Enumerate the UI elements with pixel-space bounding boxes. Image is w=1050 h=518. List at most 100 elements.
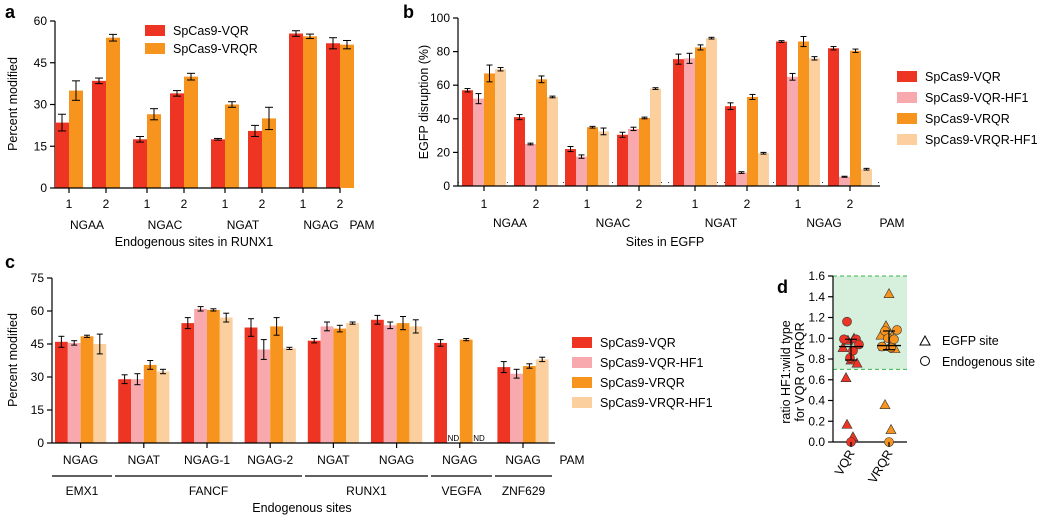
- bar: [55, 122, 69, 188]
- pam-label: NGAG: [505, 453, 540, 467]
- bar: [565, 149, 576, 186]
- x-axis-label: Sites in EGFP: [626, 235, 705, 249]
- legend-1-swatch: [572, 357, 592, 368]
- triangle-point: [841, 418, 853, 429]
- y-tick-label: 45: [34, 56, 48, 70]
- bar: [535, 359, 549, 443]
- bar: [650, 88, 661, 186]
- y-tick-label: 80: [437, 45, 451, 59]
- legend-2-label: SpCas9-VRQR: [925, 112, 1010, 126]
- triangle-point: [879, 399, 891, 409]
- legend-3-label: SpCas9-VRQR-HF1: [925, 133, 1038, 147]
- pam-group-label: NGAA: [493, 216, 527, 230]
- bar: [371, 319, 384, 443]
- legend-3-swatch: [897, 134, 917, 145]
- site-label: 2: [259, 197, 266, 211]
- bar: [639, 117, 650, 186]
- bar: [211, 139, 225, 188]
- bar: [55, 341, 68, 443]
- pam-group-label: NGAC: [596, 216, 631, 230]
- legend-0-label: SpCas9-VQR: [925, 70, 1001, 84]
- bar: [93, 344, 107, 443]
- y-tick-label: 0.2: [808, 414, 825, 428]
- panel-letter-a: a: [5, 2, 16, 22]
- legend-1-swatch: [897, 92, 917, 103]
- bar: [409, 326, 423, 443]
- panel-letter-d: d: [777, 277, 788, 297]
- y-tick-label: 0.8: [808, 352, 825, 366]
- bar: [170, 93, 184, 188]
- triangle-point: [851, 357, 863, 368]
- legend-triangle-icon: [919, 334, 931, 346]
- site-label: 2: [533, 197, 540, 211]
- bar: [861, 169, 872, 186]
- bar: [497, 367, 511, 443]
- y-tick-label: 0.6: [808, 373, 825, 387]
- bar: [523, 366, 536, 443]
- legend-endogenous-label: Endogenous site: [942, 355, 1035, 369]
- y-tick-label: 60: [34, 14, 48, 28]
- bar: [248, 130, 262, 188]
- legend-egfp-label: EGFP site: [942, 334, 999, 348]
- bar: [525, 144, 536, 186]
- category-label: VQR: [832, 448, 858, 478]
- pam-label: NGAG: [63, 453, 98, 467]
- bar: [839, 176, 850, 186]
- bar: [695, 47, 706, 187]
- bar: [617, 134, 628, 186]
- panel-d: d 0.0 0.2 0.4 0.6 0.8 1.0 1.2 1.4 1.6 ratio HF1:wi…: [777, 269, 1035, 486]
- pam-group-label: NGAG: [806, 216, 841, 230]
- bar: [207, 309, 220, 443]
- pam-group-label: NGAG: [303, 218, 338, 232]
- bar: [225, 104, 239, 188]
- x-axis-label: Endogenous sites: [252, 501, 351, 515]
- bar: [244, 327, 258, 443]
- y-tick-label: 75: [31, 271, 45, 285]
- gene-label: EMX1: [66, 484, 99, 498]
- y-tick-label: 20: [437, 145, 451, 159]
- bar: [67, 342, 81, 443]
- site-label: 1: [481, 197, 488, 211]
- nd-label: ND: [448, 434, 460, 443]
- bar: [143, 364, 157, 443]
- legend-3-label: SpCas9-VRQR-HF1: [600, 396, 713, 410]
- y-tick-label: 1.4: [808, 290, 825, 304]
- bar: [219, 317, 233, 443]
- y-tick-label: 15: [34, 139, 48, 153]
- bar: [106, 37, 120, 189]
- pam-group-label: NGAT: [705, 216, 738, 230]
- pam-label: NGAG: [379, 453, 414, 467]
- y-tick-label: 0: [37, 436, 44, 450]
- bar: [798, 41, 809, 186]
- panel-c: c 0 15 30 45 60 75 Percent modified NGAG NGAT NGAG…: [5, 252, 713, 515]
- bar: [340, 44, 354, 189]
- bar: [320, 326, 334, 443]
- site-label: 2: [181, 197, 188, 211]
- bar: [283, 348, 296, 443]
- bar: [673, 59, 684, 186]
- pam-group-label: NGAA: [70, 218, 104, 232]
- gene-label: FANCF: [189, 484, 228, 498]
- bar: [510, 373, 523, 443]
- pam-label: NGAT: [317, 453, 350, 467]
- bar: [776, 41, 787, 186]
- legend-vqr-swatch: [145, 25, 165, 36]
- circle-point: [892, 325, 902, 335]
- bar: [850, 50, 861, 187]
- bar: [333, 328, 347, 443]
- bar: [758, 153, 769, 186]
- legend-3-swatch: [572, 397, 592, 408]
- site-label: 2: [337, 197, 344, 211]
- y-tick-label: 1.0: [808, 331, 825, 345]
- y-axis-label: Percent modified: [6, 57, 20, 151]
- bar: [131, 379, 144, 443]
- panel-b: b 0 20 40 60 80 100 EGFP disruption (%) 1 2 1 2 1 2 1 2…: [403, 2, 1038, 249]
- pam-label: NGAG-1: [184, 453, 230, 467]
- site-label: 1: [795, 197, 802, 211]
- bar: [484, 73, 495, 186]
- bar: [547, 96, 558, 186]
- triangle-point: [883, 288, 895, 298]
- legend-0-swatch: [897, 71, 917, 82]
- y-tick-label: 60: [31, 304, 45, 318]
